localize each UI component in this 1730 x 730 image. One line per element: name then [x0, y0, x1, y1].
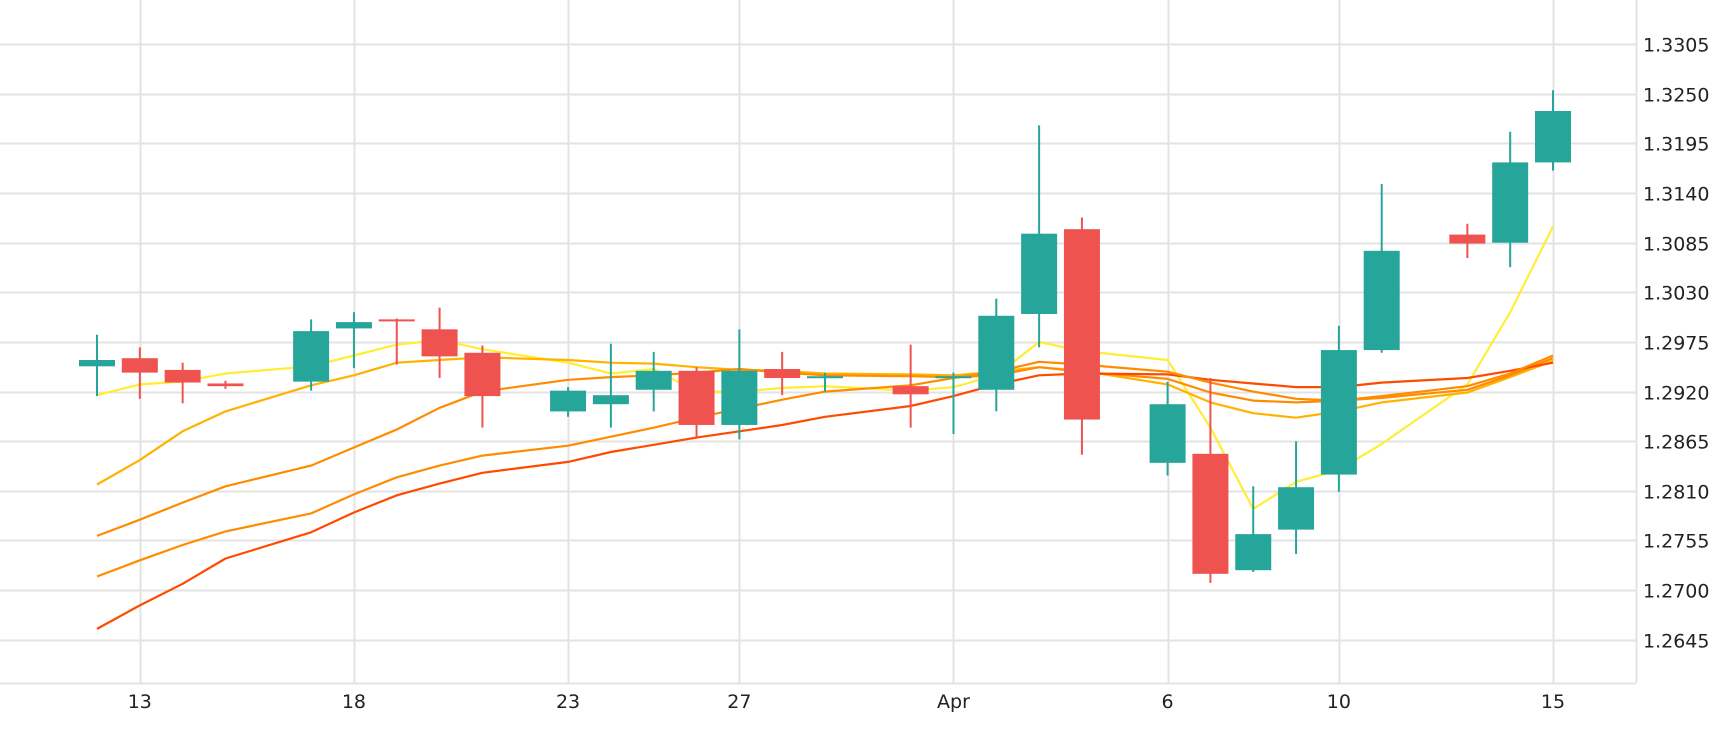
candle [464, 345, 501, 428]
moving-average-line [96, 361, 1554, 630]
candle-body [378, 319, 415, 322]
candle [807, 372, 843, 392]
moving-average-line [96, 354, 1554, 578]
y-tick-label: 1.2920 [1643, 383, 1709, 405]
candle [550, 387, 587, 417]
candle [1235, 486, 1272, 573]
candle [164, 362, 201, 404]
candle [1449, 223, 1486, 259]
y-tick-label: 1.2700 [1643, 581, 1709, 603]
candle-body [1192, 453, 1229, 574]
candle-body [935, 376, 972, 379]
candle [378, 318, 415, 365]
candle-body [978, 315, 1015, 390]
candle-body [592, 395, 629, 405]
candle-body [1278, 487, 1315, 530]
candle-body [1235, 534, 1272, 571]
y-tick-label: 1.3140 [1643, 184, 1709, 206]
candle [721, 329, 758, 440]
candle-body [164, 369, 201, 383]
candle-body [421, 329, 458, 357]
candle [1149, 381, 1186, 476]
candle-body [464, 352, 501, 397]
x-tick-label: 27 [727, 691, 751, 713]
y-tick-label: 1.3085 [1643, 234, 1709, 256]
candle-body [1363, 250, 1400, 351]
x-tick-label: 23 [556, 691, 580, 713]
y-tick-label: 1.2975 [1643, 333, 1709, 355]
candle [978, 298, 1015, 412]
candle-body [335, 322, 372, 329]
candle [79, 334, 115, 397]
candle [121, 347, 158, 399]
candle-body [207, 383, 244, 387]
y-tick-label: 1.2645 [1643, 631, 1709, 653]
moving-average-line [96, 226, 1554, 510]
y-tick-label: 1.2810 [1643, 482, 1709, 504]
candle-body [635, 370, 672, 390]
candle-body [293, 331, 330, 382]
candle [678, 367, 715, 437]
candle-body [1492, 162, 1529, 243]
candle [293, 319, 330, 391]
candle-body [807, 376, 843, 379]
candle [892, 344, 929, 428]
candle [335, 312, 372, 369]
y-tick-label: 1.2755 [1643, 531, 1709, 553]
candle-body [721, 370, 758, 425]
candle-body [764, 369, 801, 379]
x-tick-label: Apr [937, 691, 970, 713]
candle [592, 343, 629, 428]
y-tick-label: 1.3250 [1643, 85, 1709, 107]
candle [207, 380, 244, 389]
candle-body [1320, 350, 1357, 475]
candle [1021, 125, 1058, 348]
candle [1192, 378, 1229, 583]
x-tick-label: 6 [1162, 691, 1174, 713]
candle [1535, 90, 1571, 171]
candle-body [79, 359, 115, 367]
candle [635, 351, 672, 412]
y-tick-label: 1.3195 [1643, 134, 1709, 156]
candle-body [550, 390, 587, 412]
candle-body [1149, 404, 1186, 463]
candle [1320, 325, 1357, 492]
y-tick-label: 1.2865 [1643, 432, 1709, 454]
candle [1063, 217, 1100, 455]
candle-body [892, 386, 929, 395]
candle-body [1535, 110, 1571, 163]
moving-average-line [96, 356, 1554, 486]
candle [421, 307, 458, 379]
moving-average-lines [96, 226, 1554, 630]
y-tick-label: 1.3305 [1643, 35, 1709, 57]
candle [1363, 184, 1400, 353]
candle [1278, 441, 1315, 554]
candle-body [1021, 233, 1058, 314]
x-tick-label: 13 [128, 691, 152, 713]
grid [0, 0, 1638, 685]
axes: 1.3305 1.3250 1.3195 1.3140 1.3085 1.3030 1.29… [128, 35, 1710, 714]
moving-average-line [96, 357, 1554, 537]
x-tick-label: 10 [1327, 691, 1351, 713]
x-tick-label: 18 [342, 691, 366, 713]
candles [79, 90, 1571, 583]
candle [935, 372, 972, 434]
candle-body [1449, 234, 1486, 244]
candle-body [121, 358, 158, 373]
candle [764, 351, 801, 396]
candle-body [678, 370, 715, 425]
x-tick-label: 15 [1541, 691, 1565, 713]
y-tick-label: 1.3030 [1643, 283, 1709, 305]
candle [1492, 131, 1529, 268]
candle-body [1063, 229, 1100, 420]
